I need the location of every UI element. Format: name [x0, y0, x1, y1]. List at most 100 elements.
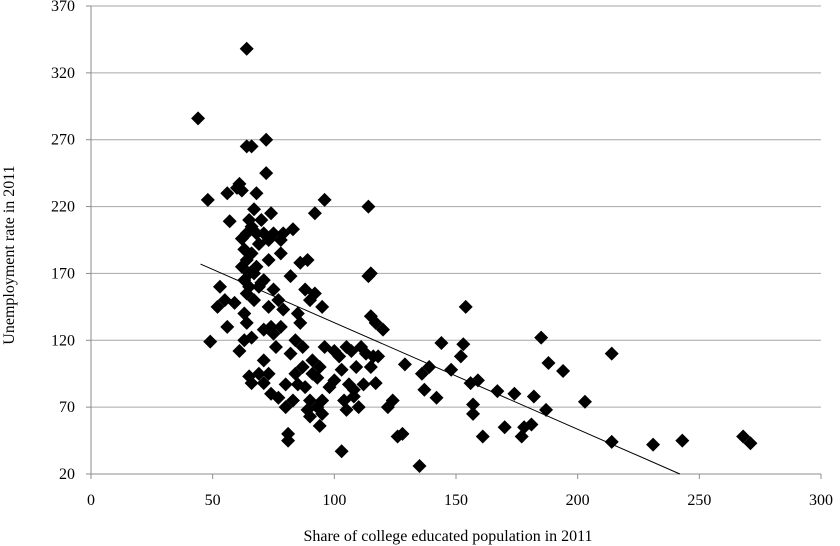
data-point [212, 279, 227, 294]
data-point [283, 269, 298, 284]
data-point [276, 302, 291, 317]
data-point [385, 393, 400, 408]
data-point [541, 356, 556, 371]
data-point [220, 186, 235, 201]
data-point [254, 212, 269, 227]
data-point [285, 222, 300, 237]
data-point [293, 255, 308, 270]
data-point [293, 315, 308, 330]
data-point [339, 402, 354, 417]
y-tick-label: 270 [51, 132, 75, 149]
data-point [368, 376, 383, 391]
data-point [251, 366, 266, 381]
data-point [577, 394, 592, 409]
data-point [458, 299, 473, 314]
data-point [351, 400, 366, 415]
data-point [507, 386, 522, 401]
data-point [266, 282, 281, 297]
data-point [307, 286, 322, 301]
data-point [490, 384, 505, 399]
data-point [285, 393, 300, 408]
data-point [249, 186, 264, 201]
data-point [239, 41, 254, 56]
data-point [244, 376, 259, 391]
data-point [434, 335, 449, 350]
y-axis-title: Unemployment rate in 2011 [1, 165, 18, 344]
axes [86, 5, 822, 479]
data-point [256, 273, 271, 288]
data-point [312, 360, 327, 375]
data-point [256, 353, 271, 368]
data-point [220, 319, 235, 334]
data-point [244, 246, 259, 261]
data-point [429, 390, 444, 405]
data-point [363, 266, 378, 281]
data-point [247, 202, 262, 217]
x-tick-label: 50 [205, 492, 221, 509]
data-point [307, 206, 322, 221]
data-point [273, 319, 288, 334]
data-point [271, 293, 286, 308]
data-point [295, 339, 310, 354]
data-point [283, 346, 298, 361]
y-tick-label: 20 [59, 466, 75, 483]
x-tick-label: 200 [566, 492, 590, 509]
data-point [743, 436, 758, 451]
x-tick-label: 250 [687, 492, 711, 509]
x-tick-label: 300 [809, 492, 833, 509]
x-axis-title: Share of college educated population in … [303, 528, 592, 545]
data-point [332, 349, 347, 364]
data-point [604, 434, 619, 449]
data-point [604, 346, 619, 361]
y-axis-tick-labels: 20 70 120 170 220 270 320 370 [51, 0, 75, 483]
data-point [310, 370, 325, 385]
data-point [298, 380, 313, 395]
data-point [466, 397, 481, 412]
data-point [395, 426, 410, 441]
data-point [315, 406, 330, 421]
data-point [646, 437, 661, 452]
x-tick-label: 100 [322, 492, 346, 509]
data-point [268, 339, 283, 354]
y-tick-label: 370 [51, 0, 75, 15]
data-point [259, 166, 274, 181]
data-point [259, 132, 274, 147]
data-point [315, 393, 330, 408]
data-point [526, 389, 541, 404]
data-point [234, 183, 249, 198]
data-point [376, 322, 390, 337]
data-points [191, 41, 758, 473]
data-point [361, 199, 376, 214]
data-point [315, 299, 330, 314]
data-point [346, 389, 361, 404]
data-point [456, 337, 471, 352]
x-axis-tick-labels: 0 50 100 150 200 250 300 [87, 492, 833, 509]
data-point [281, 426, 296, 441]
data-point [273, 246, 288, 261]
data-point [239, 315, 254, 330]
data-point [497, 420, 512, 435]
data-point [261, 253, 276, 268]
data-point [556, 364, 571, 379]
data-point [317, 192, 332, 207]
data-point [239, 253, 254, 268]
data-point [397, 357, 412, 372]
y-tick-label: 70 [59, 399, 75, 416]
data-point [271, 390, 286, 405]
data-point [249, 259, 264, 274]
data-point [217, 293, 232, 308]
data-point [539, 402, 554, 417]
data-point [278, 377, 293, 392]
gridlines [91, 5, 821, 408]
y-tick-label: 170 [51, 265, 75, 282]
data-point [675, 433, 690, 448]
data-point [444, 362, 459, 377]
data-point [203, 334, 218, 349]
data-point [249, 226, 264, 241]
data-point [534, 330, 549, 345]
data-point [524, 417, 539, 432]
data-point [412, 458, 427, 473]
data-point [363, 360, 378, 375]
y-tick-label: 120 [51, 332, 75, 349]
